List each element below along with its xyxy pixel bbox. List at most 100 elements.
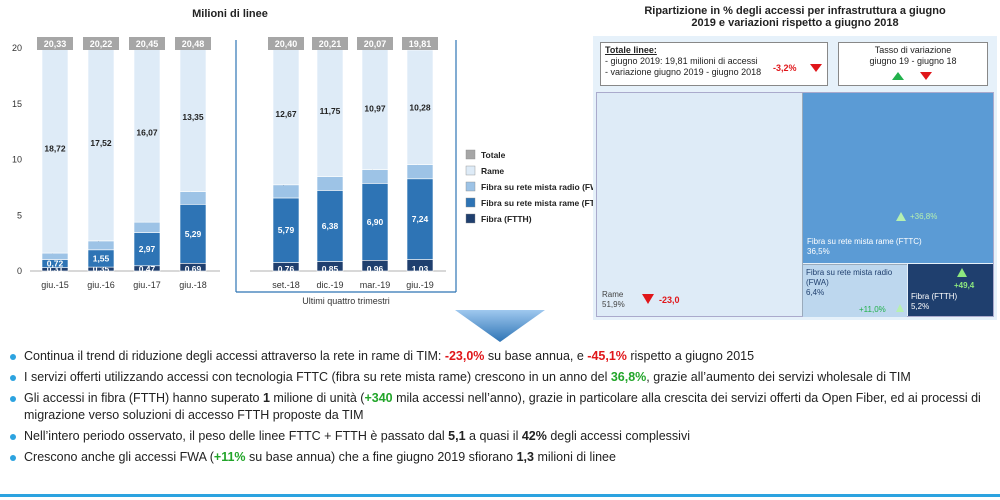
fttc-change: +36,8%: [910, 212, 938, 221]
data-label: 0,69: [185, 264, 202, 274]
data-label: 11,75: [320, 106, 341, 116]
bar-segment: [87, 240, 115, 251]
bar-segment: [361, 169, 389, 184]
bullet-text-part: su base annua) che a fine giugno 2019 sf…: [245, 450, 517, 464]
data-label: 10,28: [409, 102, 431, 112]
bar-segment: [406, 164, 434, 180]
bar-segment: [406, 178, 434, 260]
x-tick-label: giu.-19: [406, 280, 434, 290]
arrow-up-icon: [892, 72, 904, 80]
arrow-down-icon: [920, 72, 932, 80]
data-label: 16,07: [136, 128, 158, 138]
bar-segment: [179, 204, 207, 264]
arrow-down-icon: [810, 64, 822, 72]
treemap-title-line1: Ripartizione in % degli accessi per infr…: [644, 5, 946, 17]
bar-segment: [133, 232, 161, 267]
data-label: 17,52: [90, 138, 112, 148]
arrow-down-icon: [642, 294, 654, 304]
group-label: Ultimi quattro trimestri: [302, 296, 390, 306]
bullet-text: Nell’intero periodo osservato, il peso d…: [24, 428, 690, 445]
data-label: 12,67: [275, 109, 297, 119]
legend-swatch: [465, 213, 476, 224]
legend-swatch: [465, 149, 476, 160]
bullet-text-part: I servizi offerti utilizzando accessi co…: [24, 370, 611, 384]
total-label: 19,81: [409, 39, 432, 49]
legend-swatch: [465, 165, 476, 176]
bullet-text-part: milioni di linee: [533, 450, 616, 464]
total-label: 20,48: [182, 39, 205, 49]
bullet-text-part: a quasi il: [465, 429, 522, 443]
bullet-dot-icon: [10, 354, 16, 360]
bar-segment: [133, 42, 161, 223]
data-label: 0,85: [322, 264, 339, 274]
bar-segment: [41, 44, 69, 254]
bar-segment: [361, 46, 389, 170]
summary-line2: - variazione giugno 2019 - giugno 2018: [605, 67, 762, 77]
summary-box: Totale linee: - giugno 2019: 19,81 milio…: [600, 42, 828, 86]
data-label: 0,76: [278, 264, 295, 274]
bullet-item: Continua il trend di riduzione degli acc…: [10, 348, 995, 365]
bullet-dot-icon: [10, 455, 16, 461]
bullet-text-part: su base annua, e: [484, 349, 588, 363]
ftth-change: +49,4: [954, 281, 975, 290]
bullet-text-part: +11%: [213, 450, 246, 464]
bullet-text-part: Nell’intero periodo osservato, il peso d…: [24, 429, 449, 443]
bar-segment: [179, 42, 207, 192]
bullet-item: Crescono anche gli accessi FWA (+11% su …: [10, 449, 995, 466]
bullet-text-part: 1,3: [516, 450, 534, 464]
treemap-cell-ftth: +49,4 Fibra (FTTH) 5,2%: [908, 264, 993, 316]
bar-segment: [361, 183, 389, 261]
data-label: 7,24: [412, 214, 429, 224]
bar-segment: [316, 45, 344, 177]
summary-change: -3,2%: [773, 63, 797, 73]
data-label: 0,47: [139, 264, 156, 274]
bullet-text-part: +340: [364, 391, 393, 405]
x-tick-label: mar.-19: [360, 280, 391, 290]
bar-segment: [272, 43, 300, 186]
bullet-text-part: Gli accessi in fibra (FTTH) hanno supera…: [24, 391, 263, 405]
fwa-change: +11,0%: [859, 305, 886, 314]
bullet-text: Continua il trend di riduzione degli acc…: [24, 348, 754, 365]
total-label: 20,21: [319, 39, 342, 49]
data-label: 10,97: [364, 103, 386, 113]
y-tick-label: 5: [17, 210, 22, 220]
bullet-text: Gli accessi in fibra (FTTH) hanno supera…: [24, 390, 995, 424]
fwa-pct: 6,4%: [806, 288, 825, 297]
rame-label: Rame: [602, 290, 624, 299]
total-badge: [175, 37, 211, 50]
chevron-down-icon: [455, 310, 545, 342]
data-label: 5,79: [278, 225, 295, 235]
summary-line1: - giugno 2019: 19,81 milioni di accessi: [605, 56, 758, 66]
treemap-cell-fwa: Fibra su rete mista radio (FWA) 6,4% +11…: [803, 264, 907, 317]
bullet-text-part: -23,0%: [444, 349, 485, 363]
total-label: 20,07: [364, 39, 387, 49]
rame-pct: 51,9%: [602, 300, 625, 309]
bullet-text-part: 42%: [521, 429, 547, 443]
legend-label: Totale: [481, 150, 506, 160]
bullet-item: Gli accessi in fibra (FTTH) hanno supera…: [10, 390, 995, 424]
arrow-up-icon: [896, 304, 904, 312]
treemap-cell-fttc: +36,8% Fibra su rete mista rame (FTTC) 3…: [803, 93, 993, 263]
fwa-label: Fibra su rete mista radio (FWA): [806, 268, 893, 287]
total-label: 20,40: [275, 39, 298, 49]
total-badge: [37, 37, 73, 50]
x-tick-label: set.-18: [272, 280, 300, 290]
data-label: 0,96: [367, 264, 384, 274]
treemap: Rame 51,9% -23,0 +36,8% Fibra su rete mi…: [596, 92, 994, 317]
y-tick-label: 15: [12, 99, 22, 109]
bar-segment: [179, 191, 207, 205]
data-label: 1,03: [412, 264, 429, 274]
x-tick-label: dic.-19: [316, 280, 343, 290]
bullet-item: Nell’intero periodo osservato, il peso d…: [10, 428, 995, 445]
x-tick-label: giu.-16: [87, 280, 115, 290]
bar-segment: [87, 45, 115, 242]
legend-label: Fibra su rete mista rame (FTTC): [481, 198, 600, 208]
bullet-text: I servizi offerti utilizzando accessi co…: [24, 369, 911, 386]
bullet-item: I servizi offerti utilizzando accessi co…: [10, 369, 995, 386]
arrow-up-icon: [957, 268, 967, 277]
total-label: 20,22: [90, 39, 113, 49]
y-tick-label: 20: [12, 43, 22, 53]
data-label: 0,31: [47, 264, 64, 274]
total-badge: [83, 37, 119, 50]
data-label: 0,72: [47, 259, 64, 269]
